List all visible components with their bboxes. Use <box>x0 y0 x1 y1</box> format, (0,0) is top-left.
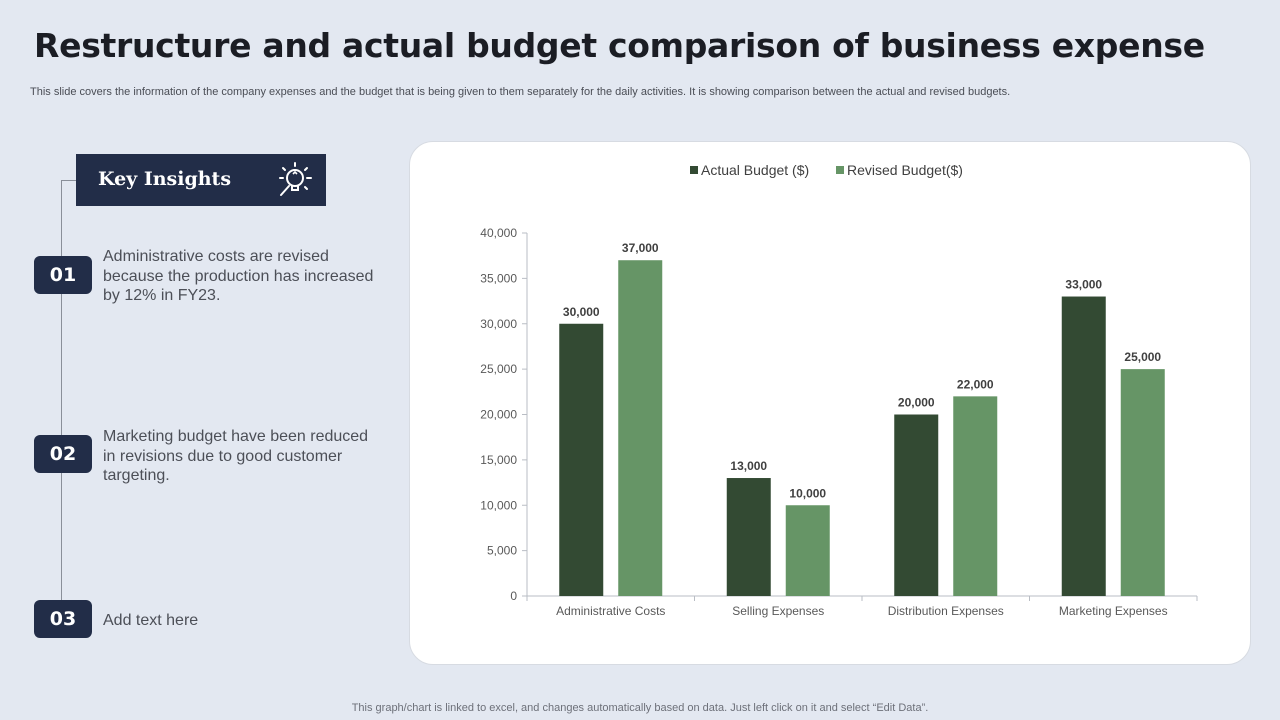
bar <box>953 396 998 596</box>
legend-label: Revised Budget($) <box>847 162 963 178</box>
insight-text: Marketing budget have been reduced in re… <box>103 428 369 484</box>
data-label: 30,000 <box>563 305 600 319</box>
y-tick-label: 30,000 <box>480 317 517 331</box>
legend-swatch <box>690 166 698 174</box>
timeline-line <box>61 180 62 620</box>
x-tick-label: Administrative Costs <box>556 604 665 618</box>
insight-text: Add text here <box>103 612 199 629</box>
bar <box>618 260 663 596</box>
chart-card: 0 5,000 10,000 15,000 20,000 25,000 30,000 35,0… <box>409 141 1251 665</box>
timeline-connector <box>61 180 77 181</box>
footer-note: This graph/chart is linked to excel, and… <box>351 702 929 714</box>
bar <box>559 323 604 596</box>
data-label: 25,000 <box>1124 350 1161 364</box>
bar <box>1120 369 1165 596</box>
y-tick-label: 40,000 <box>480 226 517 240</box>
y-tick-label: 5,000 <box>487 544 517 558</box>
y-tick-label: 0 <box>510 589 517 603</box>
slide-subtitle: This slide covers the information of the… <box>30 86 1011 98</box>
x-tick-label: Marketing Expenses <box>1059 604 1168 618</box>
key-insights-title: Key Insights <box>98 168 232 190</box>
data-label: 33,000 <box>1065 278 1102 292</box>
slide-title: Restructure and actual budget comparison… <box>34 26 1205 65</box>
insight-number-badge: 03 <box>34 600 92 638</box>
insight-number-badge: 01 <box>34 256 92 294</box>
data-label: 13,000 <box>730 459 767 473</box>
insight-text: Administrative costs are revised because… <box>103 248 374 304</box>
data-label: 10,000 <box>789 486 826 500</box>
y-tick-label: 20,000 <box>480 408 517 422</box>
key-insights-header: Key Insights <box>76 154 326 206</box>
x-tick-label: Distribution Expenses <box>888 604 1004 618</box>
bar <box>1061 296 1106 596</box>
bar <box>726 478 771 596</box>
insight-number-badge: 02 <box>34 435 92 473</box>
y-tick-label: 15,000 <box>480 453 517 467</box>
legend-swatch <box>836 166 844 174</box>
data-label: 22,000 <box>957 377 994 391</box>
y-tick-label: 35,000 <box>480 271 517 285</box>
bar <box>894 414 939 596</box>
lightbulb-magnifier-icon <box>279 162 312 196</box>
budget-bar-chart: 0 5,000 10,000 15,000 20,000 25,000 30,000 35,0… <box>480 162 1198 618</box>
y-tick-label: 25,000 <box>480 362 517 376</box>
y-tick-label: 10,000 <box>480 498 517 512</box>
bar <box>785 505 830 596</box>
legend-label: Actual Budget ($) <box>701 162 809 178</box>
data-label: 20,000 <box>898 396 935 410</box>
data-label: 37,000 <box>622 241 659 255</box>
x-tick-label: Selling Expenses <box>732 604 824 618</box>
